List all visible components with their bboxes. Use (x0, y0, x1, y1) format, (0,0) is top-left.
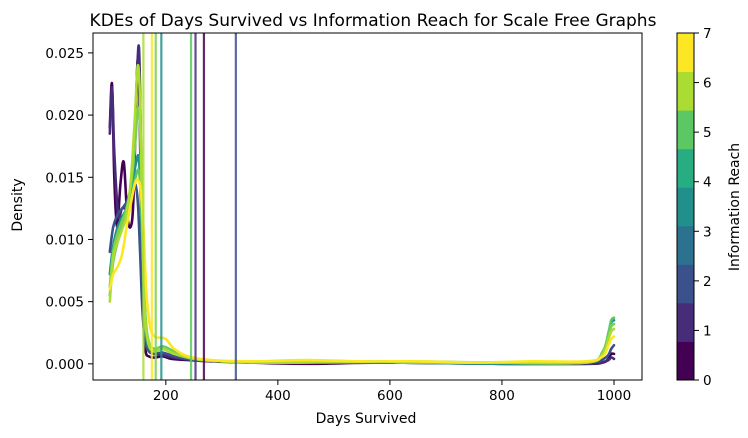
kde-line-reach-7 (108, 178, 616, 364)
colorbar-label: Information Reach (727, 143, 743, 271)
colorbar-tick-label: 0 (703, 373, 712, 389)
colorbar: 0 1 2 3 4 5 6 7 (676, 26, 712, 389)
colorbar-tick-label: 5 (703, 125, 712, 141)
colorbar-tick-label: 3 (703, 224, 712, 240)
colorbar-segment (677, 148, 694, 188)
y-tick-label: 0.015 (45, 170, 84, 186)
y-tick-label: 0.010 (45, 232, 84, 248)
colorbar-segment (677, 264, 694, 304)
chart-title: KDEs of Days Survived vs Information Rea… (90, 11, 657, 31)
y-tick-label: 0.025 (45, 46, 84, 62)
x-tick-label: 800 (489, 388, 515, 404)
kde-line-reach-1 (108, 44, 616, 366)
colorbar-segment (677, 187, 694, 227)
x-tick-label: 1000 (597, 388, 631, 404)
colorbar-tick-label: 2 (703, 274, 712, 290)
colorbar-tick-label: 6 (703, 76, 712, 92)
colorbar-segment (677, 33, 694, 73)
colorbar-tick-label: 7 (703, 26, 712, 42)
kde-line-reach-2 (108, 181, 616, 366)
y-tick-label: 0.005 (45, 295, 84, 311)
y-axis: 0.000 0.005 0.010 0.015 0.020 0.025 (45, 46, 93, 373)
colorbar-segment (677, 225, 694, 265)
x-axis-label: Days Survived (316, 411, 417, 427)
colorbar-segment (677, 302, 694, 342)
kde-line-reach-5 (108, 106, 616, 365)
kde-line-reach-3 (108, 153, 616, 366)
x-tick-label: 200 (153, 388, 179, 404)
plot-area (92, 32, 643, 381)
colorbar-segment (677, 71, 694, 111)
y-tick-label: 0.020 (45, 108, 84, 124)
x-tick-label: 600 (377, 388, 403, 404)
colorbar-segment (677, 341, 694, 381)
colorbar-tick-label: 4 (703, 175, 712, 191)
kde-line-reach-0 (108, 57, 616, 366)
kde-line-reach-6 (108, 63, 616, 365)
x-tick-label: 400 (265, 388, 291, 404)
y-axis-label: Density (10, 178, 26, 231)
y-tick-label: 0.000 (45, 357, 84, 373)
x-axis: 200 400 600 800 1000 (153, 380, 631, 404)
colorbar-tick-label: 1 (703, 323, 712, 339)
plot-frame (92, 32, 643, 381)
colorbar-frame (676, 32, 695, 381)
colorbar-segment (677, 110, 694, 150)
plot-content (108, 33, 616, 380)
kde-line-reach-4 (108, 168, 616, 365)
